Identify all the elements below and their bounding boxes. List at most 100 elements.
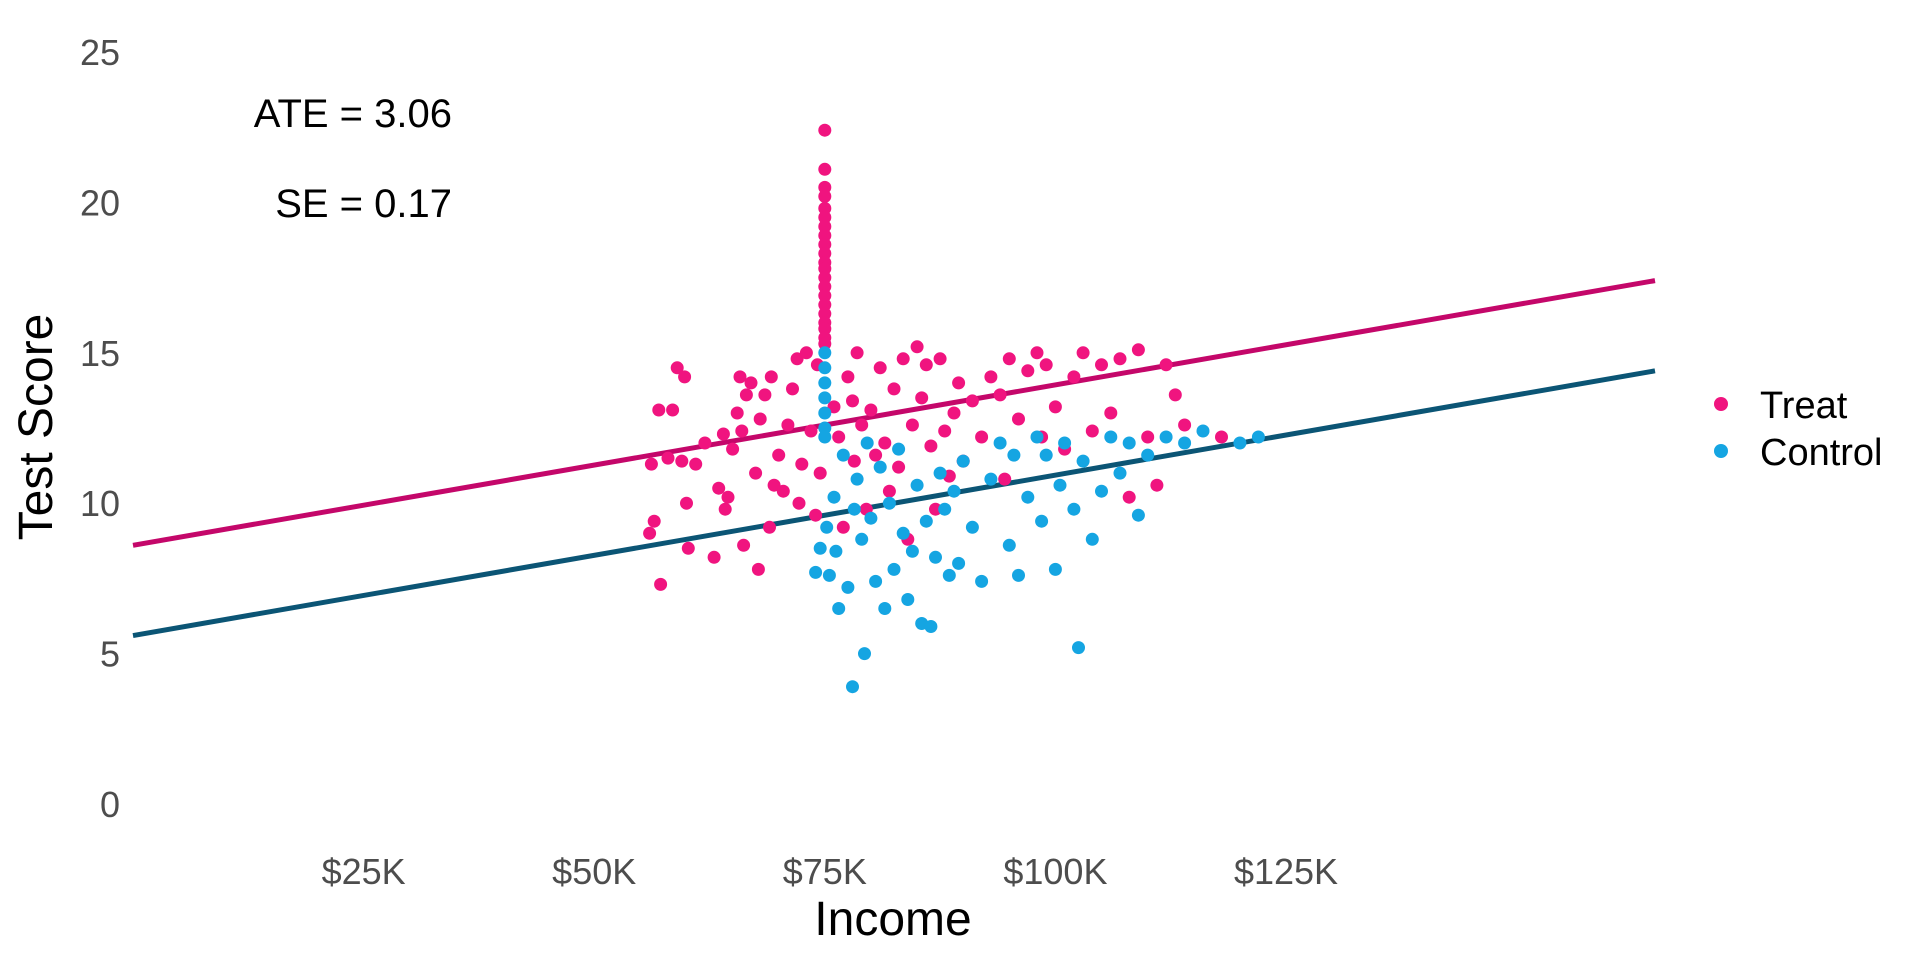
point-treat — [873, 361, 887, 375]
point-treat — [905, 418, 919, 432]
point-control — [905, 544, 919, 558]
point-treat — [681, 541, 695, 555]
point-treat — [1048, 400, 1062, 414]
point-control — [975, 574, 989, 588]
point-control — [1039, 448, 1053, 462]
point-control — [887, 562, 901, 576]
point-control — [1178, 436, 1192, 450]
point-treat — [1141, 430, 1155, 444]
point-treat — [818, 210, 832, 224]
point-treat — [818, 180, 832, 194]
point-treat — [818, 280, 832, 294]
point-control — [956, 454, 970, 468]
point-treat — [929, 502, 942, 516]
point-control — [855, 532, 869, 546]
point-control — [1067, 502, 1081, 516]
point-treat — [809, 508, 823, 522]
point-treat — [818, 162, 832, 176]
point-treat — [726, 442, 740, 456]
point-treat — [1215, 430, 1228, 444]
point-treat — [1150, 478, 1164, 492]
point-control — [1012, 568, 1025, 582]
regression-lines — [132, 278, 1656, 639]
point-control — [952, 556, 966, 570]
point-treat — [818, 322, 832, 336]
point-control — [841, 580, 855, 594]
point-treat — [1122, 490, 1136, 504]
point-control — [1141, 448, 1155, 462]
point-control — [1007, 448, 1021, 462]
point-treat — [737, 538, 751, 552]
point-treat — [896, 352, 910, 366]
point-treat — [680, 496, 693, 510]
point-treat — [1159, 358, 1173, 372]
point-treat — [1085, 424, 1099, 438]
point-treat — [1113, 352, 1127, 366]
x-tick-label: $25K — [322, 851, 406, 892]
point-treat — [675, 454, 689, 468]
point-control — [818, 430, 832, 444]
point-treat — [804, 424, 818, 438]
point-treat — [818, 189, 832, 203]
point-treat — [698, 436, 712, 450]
point-treat — [790, 352, 804, 366]
point-treat — [764, 370, 778, 384]
point-treat — [887, 382, 901, 396]
point-control — [1021, 490, 1035, 504]
point-treat — [818, 298, 832, 312]
point-treat — [1030, 346, 1044, 360]
point-treat — [1021, 364, 1035, 378]
point-treat — [647, 514, 661, 528]
x-axis-title: Income — [814, 893, 971, 946]
point-control — [1058, 436, 1072, 450]
point-treat — [1067, 370, 1081, 384]
point-control — [910, 478, 924, 492]
point-treat — [799, 346, 813, 360]
point-treat — [666, 403, 680, 417]
legend-label-treat: Treat — [1760, 385, 1848, 427]
point-control — [965, 520, 979, 534]
point-treat — [1076, 346, 1090, 360]
point-treat — [850, 346, 864, 360]
x-tick-label: $100K — [1003, 851, 1107, 892]
point-control — [882, 496, 896, 510]
point-treat — [730, 406, 744, 420]
point-control — [1159, 430, 1173, 444]
point-control — [809, 565, 823, 579]
point-treat — [818, 271, 832, 285]
point-treat — [818, 238, 832, 251]
point-treat — [938, 424, 952, 438]
y-tick-label: 5 — [100, 634, 120, 675]
point-treat — [712, 481, 726, 495]
point-treat — [818, 289, 832, 303]
point-treat — [892, 460, 906, 474]
point-treat — [919, 358, 933, 372]
point-treat — [846, 394, 859, 408]
annotation-ate: ATE = 3.06 — [254, 92, 452, 136]
point-treat — [975, 430, 989, 444]
point-treat — [735, 424, 749, 438]
point-control — [901, 593, 915, 606]
y-tick-label: 10 — [80, 483, 120, 524]
point-treat — [878, 436, 892, 450]
point-control — [896, 526, 910, 540]
point-control — [818, 376, 832, 390]
y-tick-label: 25 — [80, 32, 120, 73]
legend-marker-control — [1714, 444, 1728, 458]
point-treat — [670, 361, 684, 375]
point-treat — [818, 220, 832, 233]
point-control — [924, 620, 938, 633]
point-treat — [689, 457, 703, 471]
point-treat — [744, 376, 758, 390]
point-treat — [1168, 388, 1182, 402]
legend-label-control: Control — [1760, 432, 1883, 474]
point-control — [1085, 532, 1099, 546]
point-treat — [758, 388, 772, 402]
point-control — [1035, 514, 1049, 528]
point-treat — [993, 388, 1007, 402]
point-treat — [915, 391, 929, 405]
point-control — [820, 520, 834, 534]
point-treat — [1178, 418, 1192, 432]
point-treat — [795, 457, 809, 471]
point-treat — [965, 394, 979, 408]
